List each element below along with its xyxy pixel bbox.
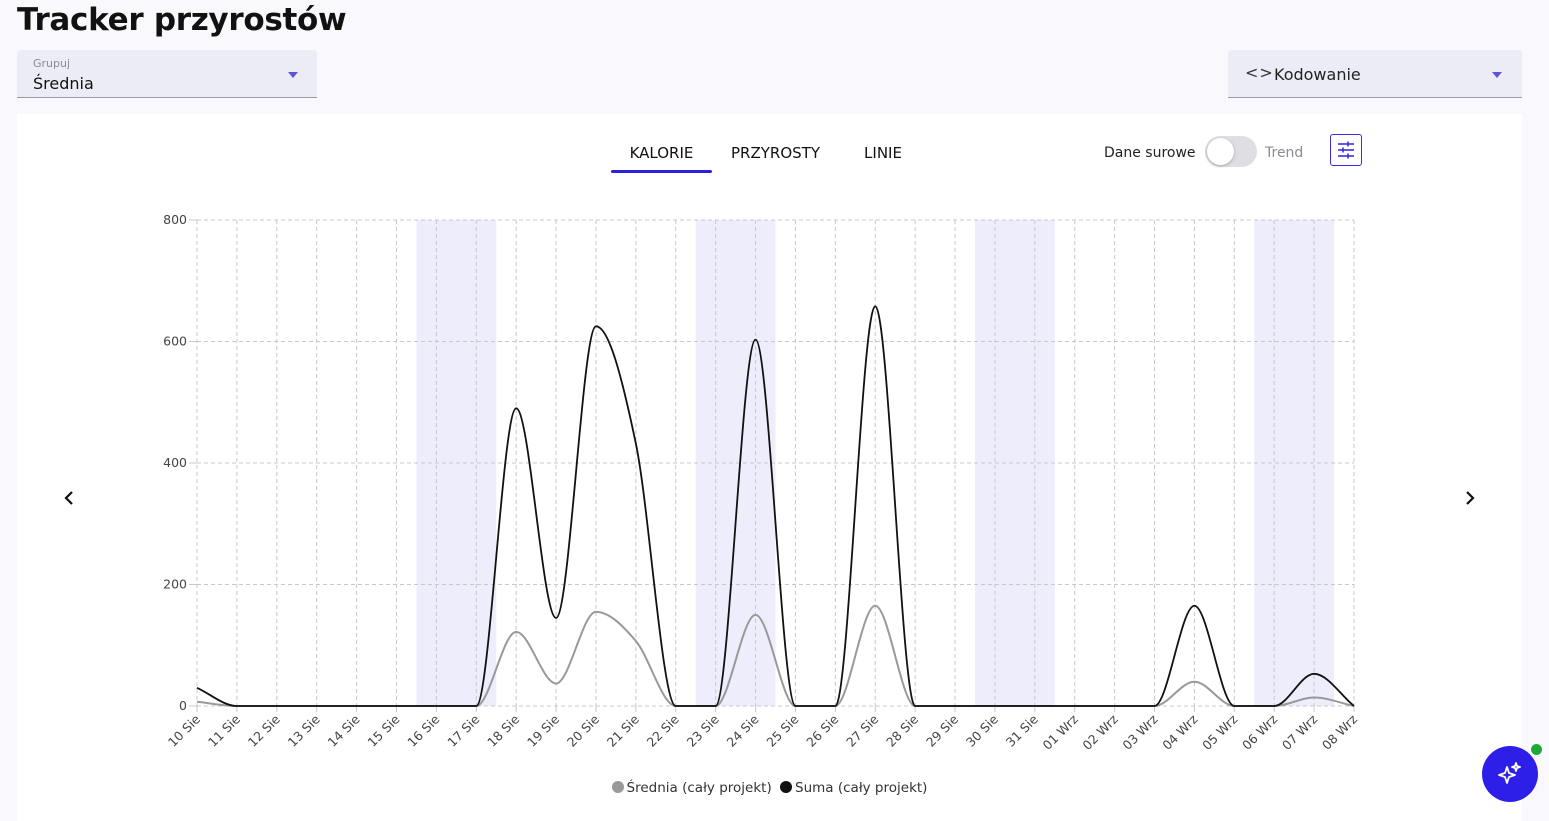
x-tick-label: 17 Sie (444, 711, 482, 749)
x-tick-label: 12 Sie (245, 711, 283, 749)
x-tick-label: 14 Sie (325, 711, 363, 749)
legend-marker-average (611, 781, 624, 793)
x-tick-label: 21 Sie (604, 711, 642, 749)
x-tick-label: 30 Sie (963, 711, 1001, 749)
y-tick-label: 600 (163, 334, 187, 349)
group-by-select[interactable]: Grupuj Średnia (17, 50, 317, 98)
y-tick-label: 200 (163, 577, 187, 592)
x-tick-label: 22 Sie (644, 711, 682, 749)
y-tick-label: 800 (163, 212, 187, 227)
x-tick-label: 27 Sie (843, 711, 881, 749)
group-by-value: Średnia (33, 74, 94, 93)
active-tab-indicator (611, 170, 712, 173)
ai-assistant-button[interactable] (1482, 746, 1538, 802)
x-tick-label: 03 Wrz (1119, 711, 1161, 753)
x-tick-label: 01 Wrz (1040, 711, 1082, 753)
legend-item-average[interactable]: Średnia (cały projekt) (611, 780, 772, 796)
next-period-button[interactable] (1458, 486, 1482, 510)
y-tick-label: 0 (179, 698, 187, 713)
chevron-left-icon (64, 491, 73, 505)
x-tick-label: 20 Sie (564, 711, 602, 749)
previous-period-button[interactable] (57, 486, 81, 510)
weekend-band (695, 220, 776, 706)
x-tick-label: 13 Sie (285, 711, 323, 749)
weekend-band (974, 220, 1055, 706)
chart-card: KALORIE PRZYROSTY LINIE Dane surowe Tren… (17, 114, 1522, 821)
group-by-label: Grupuj (33, 57, 71, 70)
raw-data-label: Dane surowe (1104, 145, 1196, 161)
calories-line-chart: 0 200 400 600 800 10 Sie 11 Sie 12 Sie 13 Sie 14 … (163, 212, 1361, 753)
tab-przyrosty[interactable]: PRZYROSTY (731, 144, 820, 162)
chevron-right-icon (1466, 491, 1475, 505)
x-tick-label: 08 Wrz (1319, 711, 1361, 753)
x-tick-label: 19 Sie (524, 711, 562, 749)
online-status-dot (1530, 743, 1543, 756)
x-tick-label: 24 Sie (724, 711, 762, 749)
chart-legend: Średnia (cały projekt) Suma (cały projek… (17, 780, 1522, 796)
toggle-knob (1207, 138, 1234, 165)
caret-down-icon (1492, 72, 1502, 78)
x-tick-label: 25 Sie (763, 711, 801, 749)
chart-settings-button[interactable] (1330, 134, 1362, 166)
caret-down-icon (288, 72, 298, 78)
coding-value: Kodowanie (1274, 65, 1361, 84)
x-tick-label: 28 Sie (883, 711, 921, 749)
trend-label: Trend (1265, 145, 1304, 161)
x-tick-label: 07 Wrz (1279, 711, 1321, 753)
x-tick-label: 26 Sie (803, 711, 841, 749)
x-tick-label: 10 Sie (165, 711, 203, 749)
x-tick-label: 04 Wrz (1159, 711, 1201, 753)
x-tick-label: 31 Sie (1003, 711, 1041, 749)
legend-item-sum[interactable]: Suma (cały projekt) (780, 780, 927, 796)
y-tick-label: 400 (163, 455, 187, 470)
x-tick-label: 15 Sie (364, 711, 402, 749)
series-sum-line (196, 305, 1355, 707)
coding-select[interactable]: <> Kodowanie (1228, 50, 1522, 98)
page-title: Tracker przyrostów (17, 2, 347, 38)
x-tick-label: 06 Wrz (1239, 711, 1281, 753)
x-tick-label: 11 Sie (205, 711, 243, 749)
x-tick-label: 18 Sie (484, 711, 522, 749)
raw-trend-toggle[interactable] (1205, 136, 1257, 167)
x-tick-label: 16 Sie (404, 711, 442, 749)
x-tick-label: 02 Wrz (1079, 711, 1121, 753)
x-tick-label: 29 Sie (923, 711, 961, 749)
code-brackets-icon: <> (1245, 63, 1274, 82)
x-tick-label: 23 Sie (684, 711, 722, 749)
weekend-band (1254, 220, 1335, 706)
tab-kalorie[interactable]: KALORIE (629, 144, 694, 162)
tab-linie[interactable]: LINIE (864, 144, 902, 162)
x-tick-label: 05 Wrz (1199, 711, 1241, 753)
legend-marker-sum (780, 781, 793, 793)
sliders-icon (1338, 141, 1354, 159)
sparkles-icon (1498, 762, 1521, 784)
